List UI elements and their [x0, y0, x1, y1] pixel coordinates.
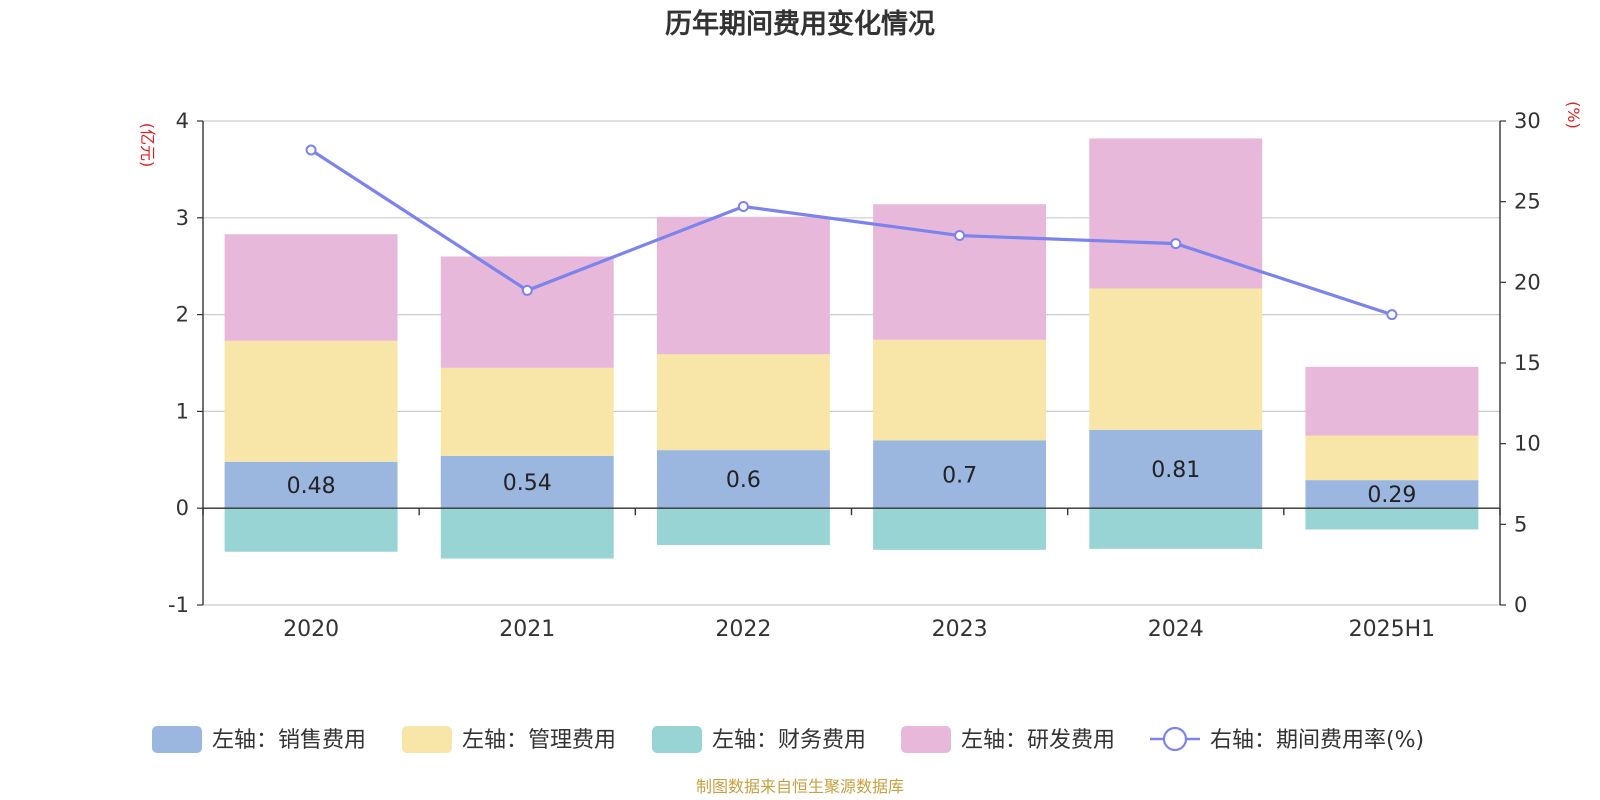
line-point: [305, 144, 317, 156]
bar-左轴：财务费用-2020: [224, 508, 398, 552]
bar-左轴：管理费用-2024: [1089, 288, 1263, 430]
bar-左轴：销售费用-2025H1: [1305, 480, 1479, 509]
bar-左轴：研发费用-2022: [656, 216, 830, 355]
source-note: 制图数据来自恒生聚源数据库: [696, 777, 904, 796]
bar-左轴：财务费用-2024: [1089, 508, 1263, 549]
x-tick-label: 2020: [283, 617, 339, 642]
legend-label: 左轴：研发费用: [961, 728, 1115, 753]
left-tick-label: -1: [168, 593, 189, 617]
right-tick-label: 25: [1514, 190, 1541, 214]
x-axis-tick-labels: 2020 2021 2022 2023 2024 2025H1: [283, 617, 1435, 642]
legend-swatch: [152, 726, 202, 753]
bar-左轴：销售费用-2020: [224, 461, 398, 509]
legend-swatch-marker: [1162, 726, 1188, 752]
x-tick-label: 2023: [932, 617, 988, 642]
line-point: [737, 201, 749, 213]
legend-label: 右轴：期间费用率(%): [1210, 728, 1424, 753]
left-tick-label: 4: [176, 109, 189, 133]
bar-左轴：研发费用-2021: [440, 256, 614, 368]
legend: 左轴：销售费用 左轴：管理费用 左轴：财务费用 左轴：研发费用 右轴：期间费用率(%): [152, 726, 1424, 753]
line-period-expense-rate: [310, 148, 1393, 317]
line-point: [521, 284, 533, 296]
x-tick-label: 2021: [499, 617, 555, 642]
bar-value-label: 0.29: [1367, 483, 1416, 508]
right-axis-ticks: 0 5 10 15 20 25 30: [1500, 109, 1541, 617]
bar-左轴：管理费用-2022: [656, 354, 830, 451]
bar-左轴：研发费用-2025H1: [1305, 366, 1479, 436]
legend-label: 左轴：销售费用: [212, 728, 366, 753]
bar-左轴：管理费用-2020: [224, 340, 398, 462]
bar-左轴：管理费用-2021: [440, 367, 614, 456]
x-tick-label: 2025H1: [1349, 617, 1436, 642]
right-tick-label: 15: [1514, 351, 1541, 375]
bar-左轴：销售费用-2023: [873, 440, 1047, 509]
left-axis-unit-label: (亿元): [138, 123, 157, 168]
legend-label: 左轴：管理费用: [462, 728, 616, 753]
bar-左轴：研发费用-2020: [224, 234, 398, 341]
right-tick-label: 5: [1514, 512, 1527, 536]
bar-左轴：财务费用-2021: [440, 508, 614, 559]
x-tick-label: 2024: [1148, 617, 1204, 642]
bar-value-label: 0.54: [503, 471, 552, 496]
bar-value-label: 0.6: [726, 468, 761, 493]
legend-swatch: [402, 726, 452, 753]
legend-swatch: [901, 726, 951, 753]
left-axis-ticks: -1 0 1 2 3 4: [168, 109, 203, 617]
left-tick-label: 2: [176, 303, 189, 327]
right-axis-unit-label: (%): [1564, 101, 1583, 129]
bar-左轴：销售费用-2021: [440, 455, 614, 509]
right-tick-label: 10: [1514, 432, 1541, 456]
bar-左轴：研发费用-2024: [1089, 138, 1263, 289]
axes: [202, 121, 1501, 605]
left-tick-label: 3: [176, 206, 189, 230]
line-series-group: [305, 144, 1398, 321]
right-tick-label: 0: [1514, 593, 1527, 617]
bar-左轴：财务费用-2023: [873, 508, 1047, 550]
bar-左轴：财务费用-2022: [656, 508, 830, 545]
bar-value-label: 0.81: [1151, 458, 1200, 483]
right-tick-label: 30: [1514, 109, 1541, 133]
bar-左轴：销售费用-2024: [1089, 429, 1263, 509]
line-point: [1170, 238, 1182, 250]
bar-value-label: 0.7: [942, 463, 977, 488]
bar-左轴：管理费用-2025H1: [1305, 435, 1479, 481]
bar-左轴：管理费用-2023: [873, 339, 1047, 441]
bar-左轴：研发费用-2023: [873, 204, 1047, 340]
x-tick-label: 2022: [715, 617, 771, 642]
bar-左轴：销售费用-2022: [656, 450, 830, 509]
left-tick-label: 0: [176, 496, 189, 520]
right-tick-label: 20: [1514, 270, 1541, 294]
bar-series-group: [224, 138, 1479, 559]
line-point: [1386, 309, 1398, 321]
legend-swatch: [652, 726, 702, 753]
bar-左轴：财务费用-2025H1: [1305, 508, 1479, 530]
left-tick-label: 1: [176, 399, 189, 423]
bar-value-label: 0.48: [287, 474, 336, 499]
line-point: [954, 230, 966, 242]
bar-data-labels: 0.48 0.54 0.6 0.7 0.81 0.29: [287, 458, 1417, 508]
legend-label: 左轴：财务费用: [712, 728, 866, 753]
chart-title: 历年期间费用变化情况: [665, 8, 935, 40]
